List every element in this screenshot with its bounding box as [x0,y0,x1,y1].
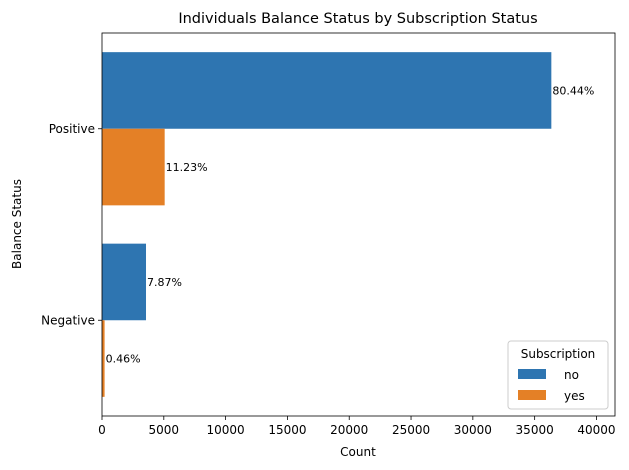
bar-positive-yes [102,128,165,206]
legend-entry-no: no [564,368,579,382]
data-label-positive-yes: 11.23% [166,161,208,174]
x-tick-label: 40000 [577,423,615,437]
y-tick-label: Positive [49,122,95,136]
legend: Subscription no yes [507,340,609,410]
chart-title: Individuals Balance Status by Subscripti… [178,11,537,27]
x-axis-label: Count [340,445,376,459]
x-tick-label: 0 [98,423,106,437]
x-tick-label: 10000 [207,423,245,437]
data-label-positive-no: 80.44% [552,84,594,97]
x-tick-label: 30000 [454,423,492,437]
x-axis: 0 5000 10000 15000 20000 25000 30000 35000 40000 [98,416,616,437]
bar-negative-no [102,243,147,321]
x-tick-label: 15000 [268,423,306,437]
x-tick-label: 20000 [330,423,368,437]
y-tick-label: Negative [41,313,95,327]
y-axis: Positive Negative [41,122,102,327]
bar-negative-yes [102,320,105,397]
legend-title: Subscription [521,347,596,361]
plot-frame [101,32,616,417]
plot-area: 80.44% 11.23% 7.87% 0.46% [102,52,594,397]
data-label-negative-yes: 0.46% [106,353,141,366]
x-tick-label: 5000 [149,423,180,437]
legend-swatch-no [518,369,546,379]
legend-entry-yes: yes [564,389,585,403]
legend-swatch-yes [518,390,546,400]
data-label-negative-no: 7.87% [147,276,182,289]
x-tick-label: 35000 [516,423,554,437]
y-axis-label: Balance Status [10,179,24,269]
bar-positive-no [102,52,552,129]
x-tick-label: 25000 [392,423,430,437]
